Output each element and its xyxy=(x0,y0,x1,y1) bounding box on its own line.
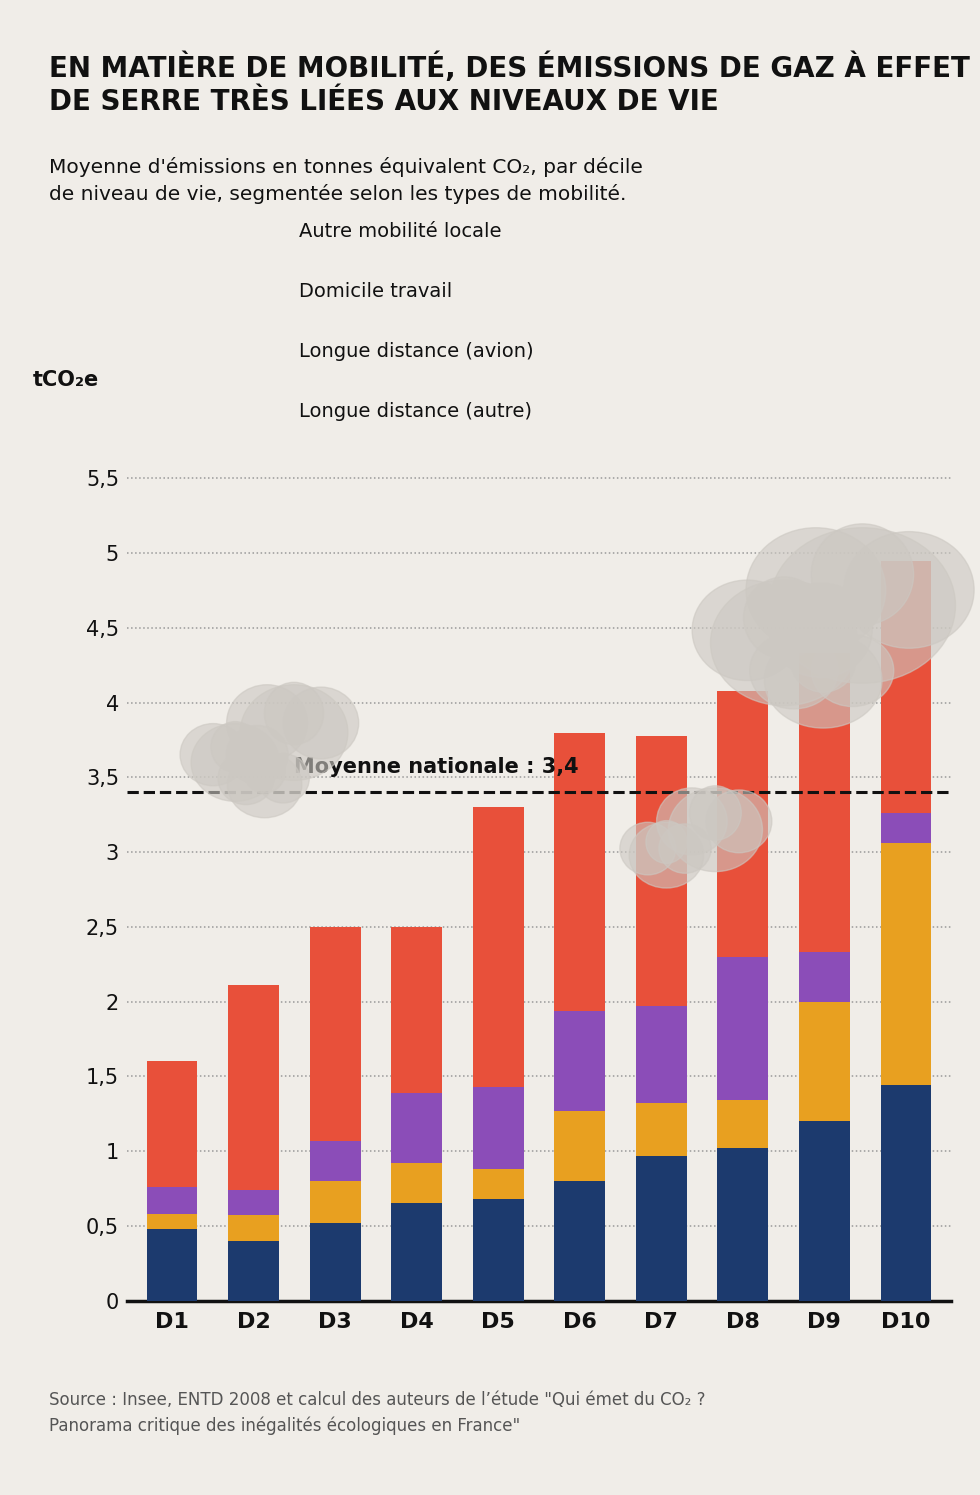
Bar xyxy=(717,957,768,1100)
Bar xyxy=(228,985,279,1190)
Bar xyxy=(147,1187,198,1214)
Bar xyxy=(473,1169,523,1199)
Bar xyxy=(555,1181,605,1301)
Bar xyxy=(310,1141,361,1181)
Text: Autre mobilité locale: Autre mobilité locale xyxy=(299,223,502,241)
Bar xyxy=(147,1061,198,1187)
Bar xyxy=(555,733,605,1011)
Text: EN MATIÈRE DE MOBILITÉ, DES ÉMISSIONS DE GAZ À EFFET
DE SERRE TRÈS LIÉES AUX NIV: EN MATIÈRE DE MOBILITÉ, DES ÉMISSIONS DE… xyxy=(49,52,970,117)
Bar xyxy=(717,1148,768,1301)
Bar xyxy=(636,1156,687,1301)
Bar xyxy=(799,1121,850,1301)
Bar xyxy=(391,927,442,1093)
Bar xyxy=(636,1103,687,1156)
Bar xyxy=(310,927,361,1141)
Bar xyxy=(880,561,931,813)
Bar xyxy=(473,807,523,1087)
Bar xyxy=(636,1006,687,1103)
Bar xyxy=(717,691,768,957)
Bar xyxy=(228,1215,279,1241)
Text: Source : Insee, ENTD 2008 et calcul des auteurs de l’étude "Qui émet du CO₂ ?
Pa: Source : Insee, ENTD 2008 et calcul des … xyxy=(49,1392,706,1435)
Bar xyxy=(555,1111,605,1181)
Text: tCO₂e: tCO₂e xyxy=(32,371,99,390)
Text: Moyenne nationale : 3,4: Moyenne nationale : 3,4 xyxy=(294,756,579,777)
Bar xyxy=(717,1100,768,1148)
Bar xyxy=(880,813,931,843)
Text: Moyenne d'émissions en tonnes équivalent CO₂, par décile
de niveau de vie, segme: Moyenne d'émissions en tonnes équivalent… xyxy=(49,157,643,205)
Bar xyxy=(310,1223,361,1301)
Bar xyxy=(228,1241,279,1301)
Bar xyxy=(310,1181,361,1223)
Text: Longue distance (avion): Longue distance (avion) xyxy=(299,342,533,360)
Bar xyxy=(391,1163,442,1203)
Bar xyxy=(555,1011,605,1111)
Bar xyxy=(147,1214,198,1229)
Bar xyxy=(799,653,850,952)
Bar xyxy=(147,1229,198,1301)
Bar xyxy=(473,1199,523,1301)
Text: Domicile travail: Domicile travail xyxy=(299,283,452,300)
Bar xyxy=(391,1203,442,1301)
Text: Longue distance (autre): Longue distance (autre) xyxy=(299,402,532,420)
Bar xyxy=(391,1093,442,1163)
Bar xyxy=(880,1085,931,1301)
Bar xyxy=(228,1190,279,1215)
Bar xyxy=(880,843,931,1085)
Bar xyxy=(636,736,687,1006)
Bar xyxy=(799,952,850,1002)
Bar xyxy=(473,1087,523,1169)
Bar xyxy=(799,1002,850,1121)
